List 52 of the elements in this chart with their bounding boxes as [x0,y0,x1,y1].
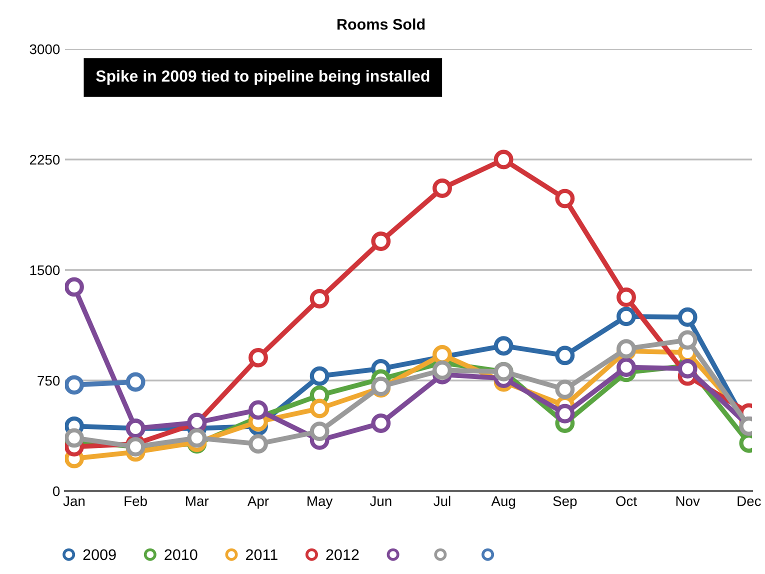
x-tick-label: Jan [63,496,85,506]
point [65,375,84,395]
point [248,348,268,368]
point [310,422,330,442]
point [494,150,514,170]
point [616,358,636,377]
point [310,289,330,308]
point [678,330,698,350]
x-tick-label: Apr [247,496,269,509]
legend-label: 2009 [83,549,116,560]
y-tick-label: 0 [52,486,60,496]
point [432,178,452,198]
point [555,404,575,424]
point [65,428,84,448]
point [494,336,514,356]
chart-title: Rooms Sold [337,18,425,30]
point [678,358,698,378]
legend-label: 2010 [164,549,198,560]
x-tick-label: May [308,496,333,509]
point [616,306,636,326]
legend-label: 2012 [326,549,359,560]
point [555,346,575,366]
x-tick-label: Aug [491,496,516,509]
y-tick-label: 2250 [30,154,60,165]
x-tick-label: Sep [553,496,577,509]
legend-label: 2011 [246,549,278,560]
x-tick-label: Jun [370,496,392,506]
point [248,400,268,420]
point [248,434,268,454]
y-tick-label: 3000 [30,44,60,54]
point [616,288,636,307]
point [555,188,575,208]
point [310,398,330,418]
point [371,414,391,433]
point [432,360,452,380]
x-tick-label: Feb [124,496,147,506]
x-tick-label: Nov [676,496,700,506]
point [187,428,207,448]
annotation: Spike in 2009 tied to pipeline being installed [96,70,430,85]
point [65,277,84,297]
x-tick-label: Jul [434,496,450,506]
point [126,372,146,392]
point [371,232,391,252]
point [432,345,452,364]
point [310,366,330,386]
point [555,380,575,400]
x-tick-label: Oct [616,496,637,506]
y-tick-label: 1500 [30,265,60,276]
point [678,307,698,327]
x-tick-label: Dec [738,496,761,506]
y-tick-label: 750 [38,376,60,386]
x-tick-label: Mar [186,496,209,506]
